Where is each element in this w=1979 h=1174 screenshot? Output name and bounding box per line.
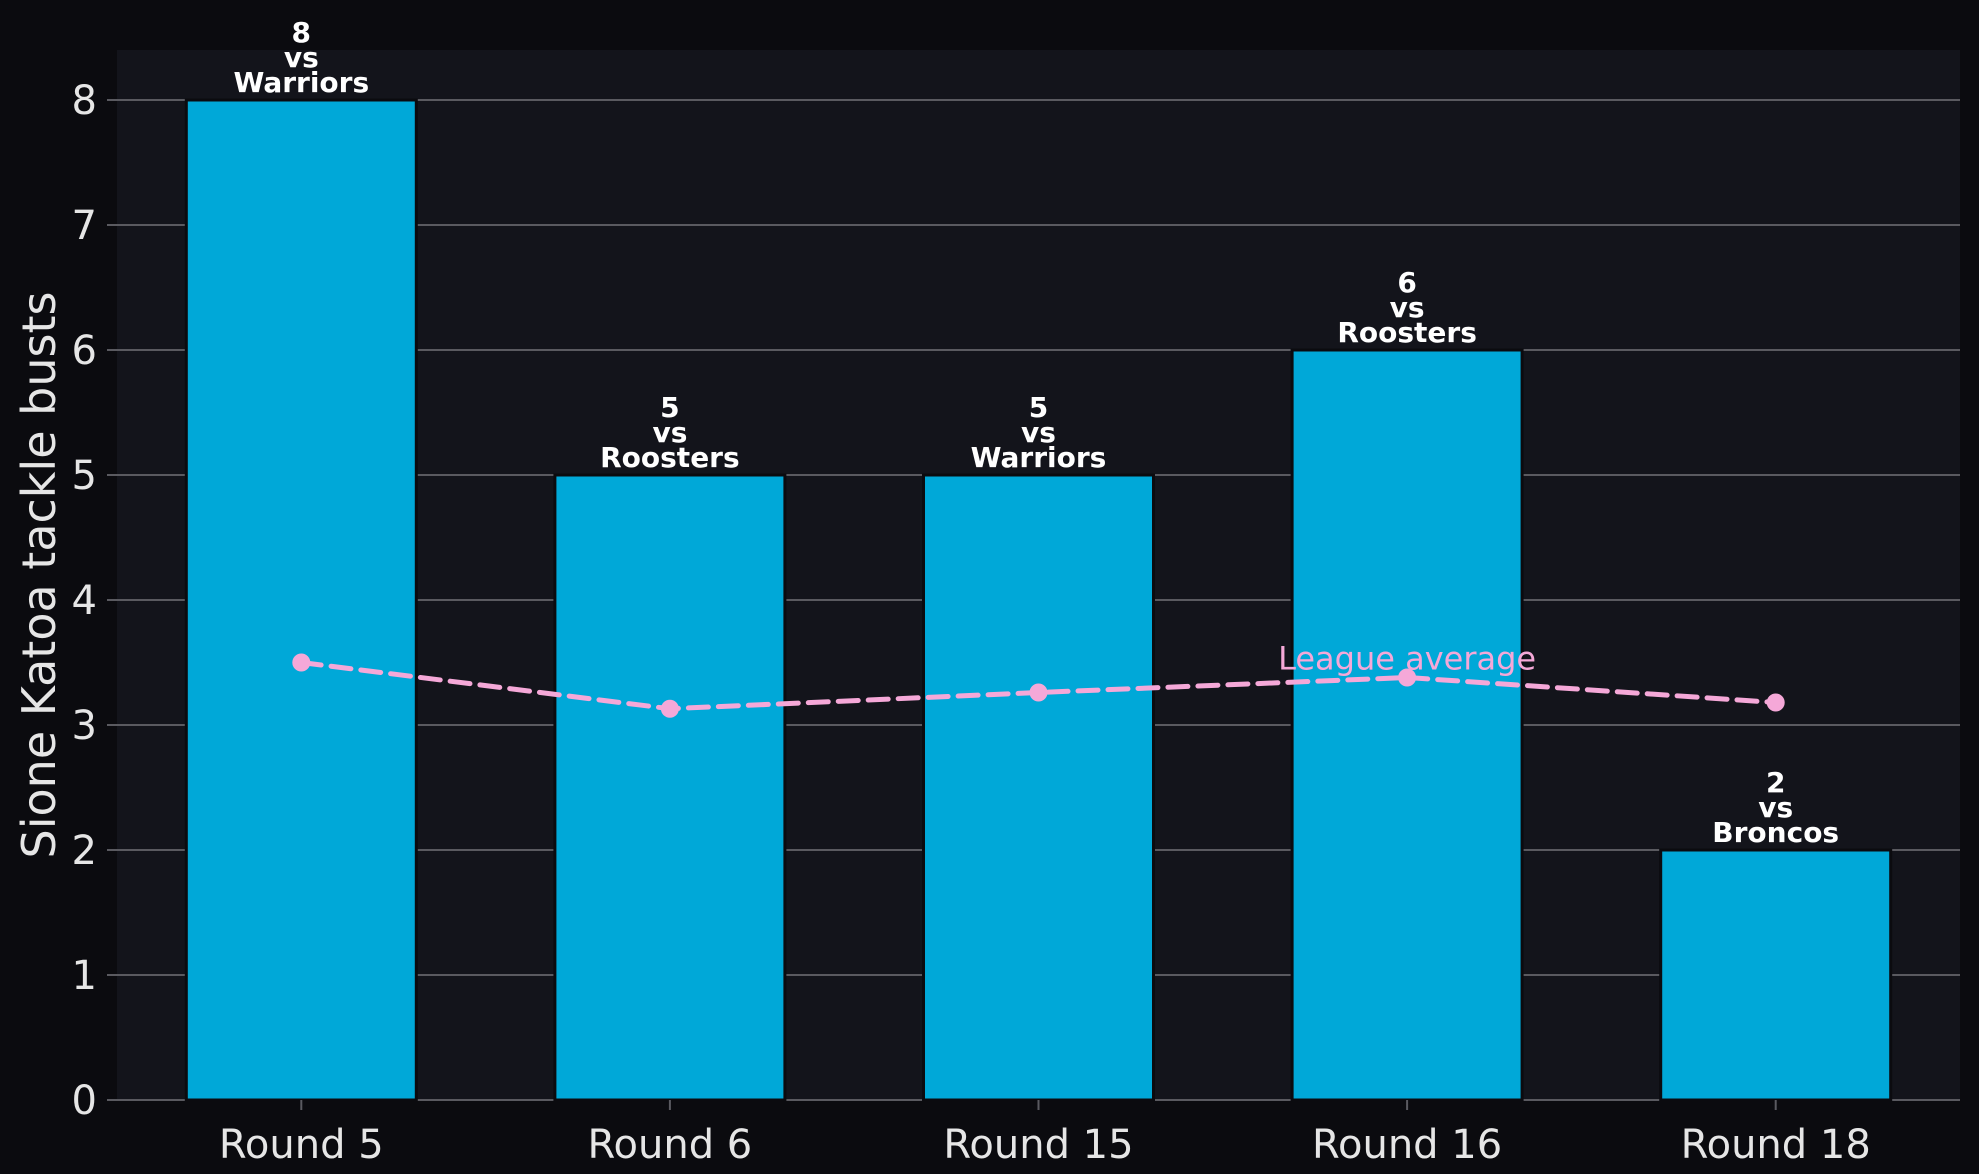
x-tick-label: Round 6 [588, 1122, 753, 1168]
bar-value-label: 8 [292, 16, 311, 49]
bars [184, 98, 1893, 1102]
y-tick-label: 6 [72, 328, 97, 374]
bar-value-label: Roosters [600, 441, 740, 474]
bar-value-label: vs [1390, 291, 1425, 324]
league-average-point [660, 699, 679, 718]
bar-value-label: Roosters [1337, 316, 1477, 349]
bar-value-label: 6 [1397, 266, 1416, 299]
bar [184, 98, 418, 1102]
y-axis-ticks: 0 1 2 3 4 5 6 7 8 [72, 78, 117, 1124]
y-tick-label: 3 [72, 703, 97, 749]
bar-value-label: vs [1758, 791, 1793, 824]
bar-value-label: 5 [660, 391, 679, 424]
x-tick-label: Round 15 [943, 1122, 1133, 1168]
x-axis-ticks: Round 5 Round 6 Round 15 Round 16 Round 18 [219, 1100, 1871, 1168]
bar [1659, 848, 1893, 1102]
bar-value-label: vs [284, 41, 319, 74]
y-tick-label: 2 [72, 828, 97, 874]
y-tick-label: 0 [72, 1078, 97, 1124]
x-tick-label: Round 16 [1312, 1122, 1502, 1168]
bar-value-label: vs [652, 416, 687, 449]
league-average-point [1766, 693, 1785, 712]
bar [922, 473, 1155, 1102]
bar-value-label: Warriors [971, 441, 1107, 474]
bar [1290, 348, 1524, 1102]
y-tick-label: 4 [72, 578, 97, 624]
bar-value-label: vs [1021, 416, 1056, 449]
league-average-line: League average [292, 640, 1785, 718]
league-average-point [1029, 683, 1048, 702]
league-average-point [292, 653, 311, 672]
y-tick-label: 5 [72, 453, 97, 499]
x-tick-label: Round 18 [1681, 1122, 1871, 1168]
x-tick-label: Round 5 [219, 1122, 384, 1168]
y-tick-label: 1 [72, 953, 97, 999]
bar-value-label: Broncos [1712, 816, 1839, 849]
bar-value-label: 2 [1766, 766, 1785, 799]
bar [553, 473, 787, 1102]
league-average-point [1398, 668, 1417, 687]
y-tick-label: 7 [72, 203, 97, 249]
league-average-label: League average [1278, 640, 1536, 678]
bar-value-label: Warriors [233, 66, 369, 99]
bar-labels: 8vsWarriors5vsRoosters5vsWarriors6vsRoos… [233, 16, 1839, 849]
y-axis-title: Sione Katoa tackle busts [12, 292, 66, 859]
bar-value-label: 5 [1029, 391, 1048, 424]
y-tick-label: 8 [72, 78, 97, 124]
